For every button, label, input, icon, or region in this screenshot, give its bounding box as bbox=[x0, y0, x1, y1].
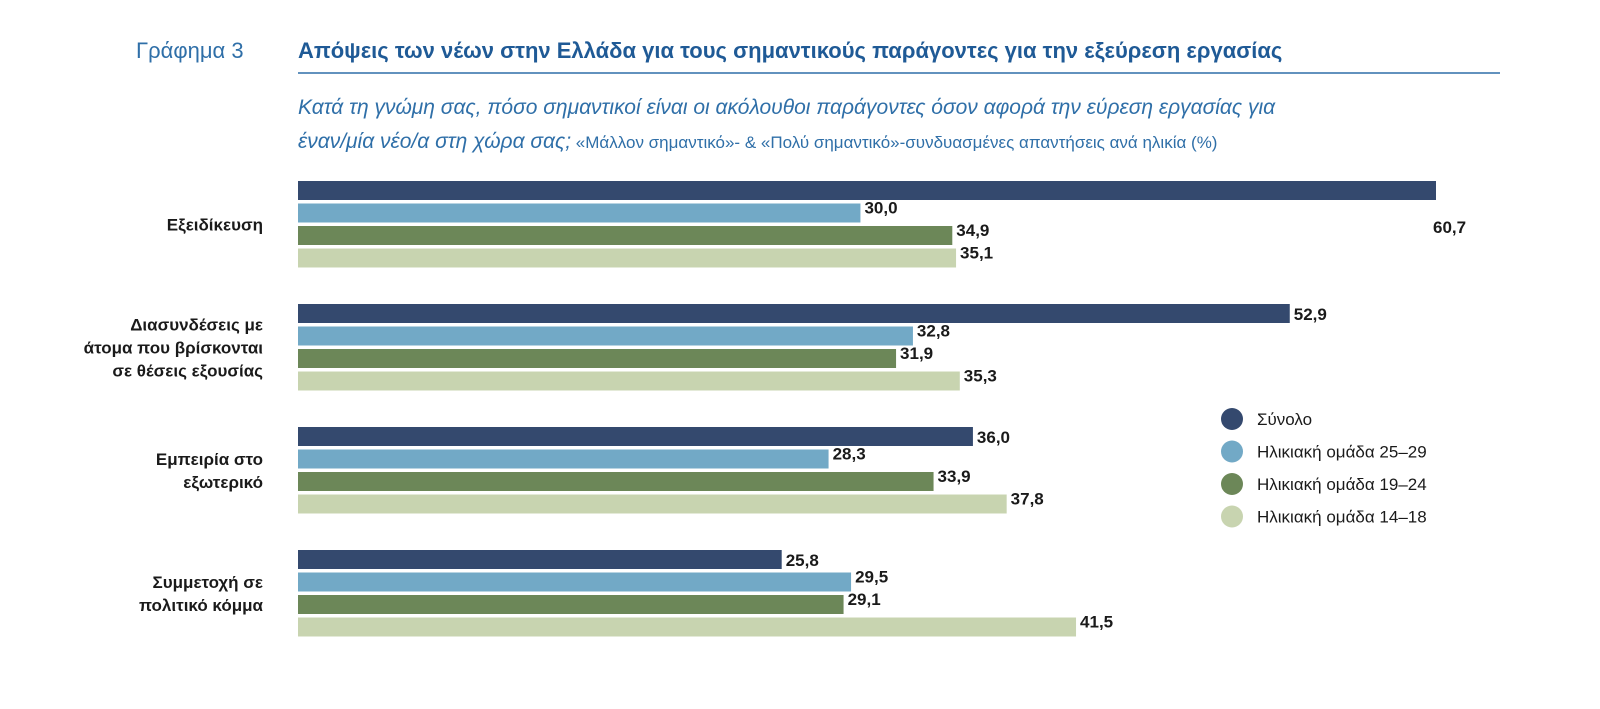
category-label: Εμπειρία στο εξωτερικό bbox=[156, 450, 263, 492]
data-label: 29,5 bbox=[855, 568, 888, 587]
category-label-line: σε θέσεις εξουσίας bbox=[112, 361, 263, 380]
data-label: 35,1 bbox=[960, 244, 993, 263]
bar bbox=[298, 617, 1077, 637]
bar bbox=[298, 427, 973, 446]
category-label: Διασυνδέσεις με άτομα που βρίσκονται σε θέ… bbox=[84, 315, 264, 380]
bar bbox=[298, 203, 861, 223]
category-label-line: Εξειδίκευση bbox=[167, 215, 263, 234]
data-label: 33,9 bbox=[938, 467, 971, 486]
bar bbox=[298, 550, 782, 569]
legend-label: Ηλικιακή ομάδα 14–18 bbox=[1257, 508, 1427, 527]
category-label-line: εξωτερικό bbox=[183, 473, 263, 492]
figure-label: Γράφημα 3 bbox=[136, 38, 244, 63]
subtitle-line2-italic: έναν/μία νέο/α στη χώρα σας; bbox=[298, 130, 571, 153]
legend-swatch bbox=[1221, 408, 1243, 430]
category-label-line: Εμπειρία στο bbox=[156, 450, 263, 469]
bar bbox=[298, 472, 934, 491]
legend-label: Ηλικιακή ομάδα 25–29 bbox=[1257, 443, 1427, 462]
bar bbox=[298, 349, 897, 368]
bar bbox=[298, 572, 852, 592]
data-label: 41,5 bbox=[1080, 613, 1113, 632]
bar bbox=[298, 304, 1290, 323]
subtitle-line1: Κατά τη γνώμη σας, πόσο σημαντικοί είναι… bbox=[298, 96, 1276, 119]
category-label-line: Συμμετοχή σε bbox=[153, 573, 263, 592]
bar bbox=[298, 181, 1436, 200]
subtitle-line2-normal: «Μάλλον σημαντικό»- & «Πολύ σημαντικό»-σ… bbox=[571, 133, 1217, 152]
data-label: 25,8 bbox=[786, 551, 819, 570]
category-label-line: Διασυνδέσεις με bbox=[130, 315, 263, 334]
bar bbox=[298, 449, 829, 469]
bar-area: Εξειδίκευση 60,7 30,0 34,9 35,1 Διασυνδέσεις … bbox=[84, 181, 1466, 637]
bar bbox=[298, 494, 1007, 514]
bar bbox=[298, 326, 913, 346]
data-label: 36,0 bbox=[977, 428, 1010, 447]
bar bbox=[298, 371, 960, 391]
data-label: 29,1 bbox=[848, 590, 881, 609]
data-label: 35,3 bbox=[964, 367, 997, 386]
data-label: 52,9 bbox=[1294, 305, 1327, 324]
chart-title: Απόψεις των νέων στην Ελλάδα για τους ση… bbox=[298, 38, 1282, 63]
data-label: 28,3 bbox=[833, 445, 866, 464]
bar bbox=[298, 595, 844, 614]
data-label: 30,0 bbox=[864, 199, 897, 218]
legend-label: Σύνολο bbox=[1257, 410, 1312, 429]
legend: Σύνολο Ηλικιακή ομάδα 25–29 Ηλικιακή ομάδα… bbox=[1221, 408, 1427, 528]
category-label-line: άτομα που βρίσκονται bbox=[84, 338, 264, 357]
data-label: 37,8 bbox=[1011, 490, 1044, 509]
subtitle-line2: έναν/μία νέο/α στη χώρα σας; «Μάλλον σημ… bbox=[298, 130, 1217, 153]
bar bbox=[298, 248, 957, 268]
data-label: 31,9 bbox=[900, 344, 933, 363]
category-label-line: πολιτικό κόμμα bbox=[139, 596, 264, 615]
legend-label: Ηλικιακή ομάδα 19–24 bbox=[1257, 475, 1427, 494]
data-label: 60,7 bbox=[1433, 218, 1466, 237]
category-label: Συμμετοχή σε πολιτικό κόμμα bbox=[139, 573, 264, 615]
legend-swatch bbox=[1221, 440, 1243, 463]
data-label: 32,8 bbox=[917, 322, 950, 341]
bar bbox=[298, 226, 953, 245]
legend-swatch bbox=[1221, 473, 1243, 495]
legend-swatch bbox=[1221, 505, 1243, 528]
category-label: Εξειδίκευση bbox=[167, 215, 263, 234]
data-label: 34,9 bbox=[956, 221, 989, 240]
